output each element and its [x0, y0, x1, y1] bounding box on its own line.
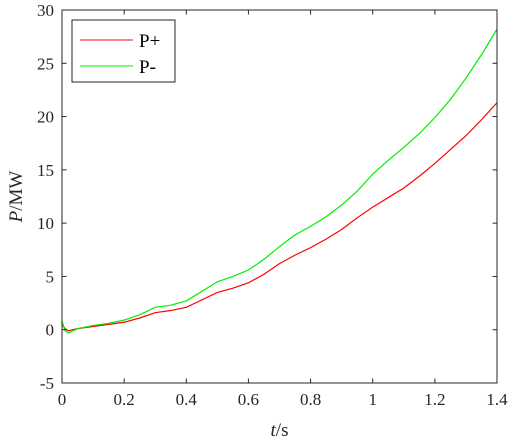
y-axis-label-var: P: [6, 210, 27, 223]
y-tick-label: 25: [37, 54, 54, 73]
y-tick-label: 0: [46, 321, 55, 340]
x-tick-label: 0.8: [300, 390, 321, 409]
y-tick-label: -5: [40, 374, 54, 393]
legend-label-p-plus: P+: [139, 31, 160, 52]
x-tick-label: 0.4: [176, 390, 198, 409]
x-tick-label: 0: [58, 390, 67, 409]
x-tick-label: 0.2: [114, 390, 135, 409]
x-axis-label-unit: /s: [276, 420, 289, 441]
x-tick-label: 1.2: [424, 390, 445, 409]
x-axis-label-var: t: [271, 420, 277, 441]
legend-label-p-minus: P-: [139, 57, 156, 78]
x-tick-label: 1.4: [486, 390, 508, 409]
legend-box: [71, 19, 176, 83]
y-axis-label-unit: /MW: [6, 171, 27, 211]
x-axis-label: t/s: [271, 420, 289, 441]
y-tick-label: 5: [46, 267, 55, 286]
plot-frame: [61, 9, 498, 384]
series-line-p-plus: [61, 102, 498, 332]
x-tick-label: 0.6: [238, 390, 259, 409]
y-axis-label: P/MW: [6, 171, 27, 224]
legend: P+ P-: [71, 19, 176, 83]
x-tick-label: 1: [368, 390, 377, 409]
series-line-p-minus: [61, 28, 498, 334]
y-tick-label: 20: [37, 108, 54, 127]
y-tick-label: 10: [37, 214, 54, 233]
y-tick-label: 30: [37, 1, 54, 20]
y-tick-label: 15: [37, 161, 54, 180]
